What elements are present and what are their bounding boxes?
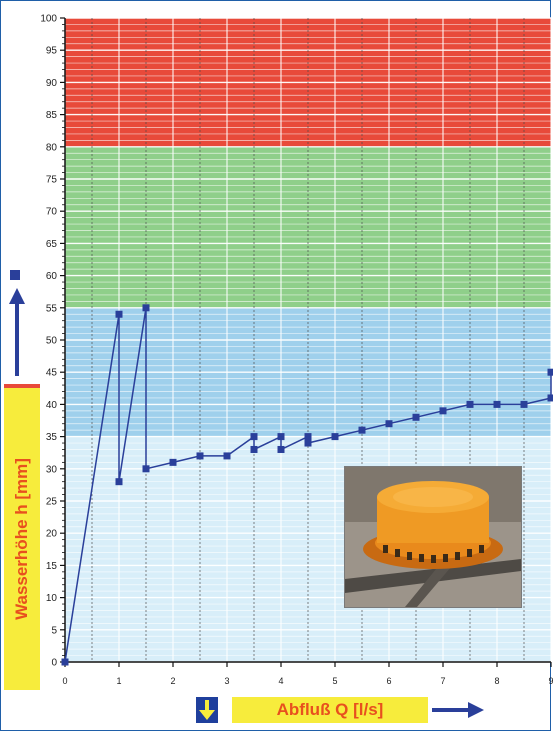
y-tick-label: 90 <box>46 78 58 89</box>
y-tick-label: 25 <box>46 497 58 508</box>
data-point <box>61 658 69 666</box>
y-tick-label: 40 <box>46 400 58 411</box>
x-tick-label: 5 <box>332 676 337 686</box>
data-point <box>304 433 312 441</box>
x-tick-label: 1 <box>116 676 121 686</box>
data-point <box>223 452 231 460</box>
x-axis-label-box: Abfluß Q [l/s] <box>232 697 428 723</box>
y-tick-label: 60 <box>46 271 58 282</box>
data-point <box>466 400 474 408</box>
data-point <box>358 426 366 434</box>
x-tick-label: 9 <box>548 676 553 686</box>
data-point <box>385 420 393 428</box>
y-tick-label: 65 <box>46 239 58 250</box>
y-axis-direction-arrow-icon <box>9 270 25 376</box>
y-tick-label: 45 <box>46 368 58 379</box>
y-tick-label: 20 <box>46 529 58 540</box>
data-point <box>439 407 447 415</box>
x-axis-direction-arrow-icon <box>432 702 484 718</box>
data-point <box>493 400 501 408</box>
y-axis-label-container: Wasserhöhe h [mm] <box>4 388 40 690</box>
data-point <box>277 445 285 453</box>
data-point <box>304 439 312 447</box>
y-tick-label: 70 <box>46 207 58 218</box>
data-point <box>250 433 258 441</box>
y-tick-label: 10 <box>46 593 58 604</box>
data-point <box>412 413 420 421</box>
y-tick-label: 0 <box>51 658 57 669</box>
x-tick-label: 2 <box>170 676 175 686</box>
y-tick-label: 55 <box>46 303 58 314</box>
series-line <box>64 307 552 663</box>
data-point <box>250 445 258 453</box>
y-axis-label: Wasserhöhe h [mm] <box>12 458 31 620</box>
product-photo <box>344 466 522 608</box>
data-point <box>142 465 150 473</box>
data-point <box>277 433 285 441</box>
y-axis-label-box <box>4 388 40 690</box>
y-tick-label: 100 <box>40 14 57 25</box>
x-tick-label: 6 <box>386 676 391 686</box>
x-tick-label: 3 <box>224 676 229 686</box>
data-point <box>169 458 177 466</box>
data-point <box>547 394 553 402</box>
x-tick-label: 7 <box>440 676 445 686</box>
y-tick-label: 75 <box>46 175 58 186</box>
x-tick-label: 8 <box>494 676 499 686</box>
y-tick-label: 35 <box>46 432 58 443</box>
y-tick-label: 15 <box>46 561 58 572</box>
data-point <box>331 433 339 441</box>
y-tick-label: 85 <box>46 110 58 121</box>
x-tick-label: 4 <box>278 676 283 686</box>
data-point <box>196 452 204 460</box>
y-tick-label: 50 <box>46 336 58 347</box>
x-tick-label: 0 <box>62 676 67 686</box>
y-tick-label: 30 <box>46 464 58 475</box>
y-tick-label: 80 <box>46 142 58 153</box>
y-tick-label: 95 <box>46 46 58 57</box>
data-point <box>115 478 123 486</box>
down-arrow-icon <box>196 697 218 723</box>
data-point <box>520 400 528 408</box>
data-point <box>142 304 150 312</box>
data-point <box>115 310 123 318</box>
x-axis-label: Abfluß Q [l/s] <box>276 700 384 719</box>
data-point <box>547 368 553 376</box>
y-tick-label: 5 <box>51 625 57 636</box>
